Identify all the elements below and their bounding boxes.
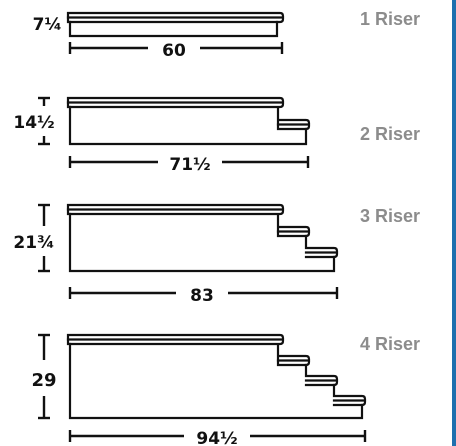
riser-2-height-dimension <box>38 96 50 146</box>
riser-3-label: 3 Riser <box>360 206 420 226</box>
riser-4-label: 4 Riser <box>360 334 420 354</box>
riser-3-width-label: 83 <box>190 286 214 306</box>
riser-1-profile <box>66 11 285 38</box>
riser-3-profile <box>66 203 339 273</box>
riser-1-label: 1 Riser <box>360 9 420 29</box>
riser-2-profile <box>66 96 311 146</box>
riser-2-width-label: 71½ <box>169 155 210 175</box>
riser-4-width-label: 94½ <box>196 429 237 446</box>
riser-1-figure: 1 Riser 7¼ 60 <box>33 9 420 61</box>
riser-4-height-dimension <box>38 333 50 420</box>
riser-1-width-dimension <box>68 42 284 54</box>
riser-4-width-dimension <box>68 430 367 442</box>
riser-3-width-dimension <box>68 287 339 299</box>
riser-1-height-label: 7¼ <box>33 15 62 35</box>
riser-3-height-label: 21¾ <box>13 233 54 253</box>
riser-1-width-label: 60 <box>162 41 186 61</box>
riser-3-height-dimension <box>38 203 50 273</box>
riser-2-height-label: 14½ <box>13 113 54 133</box>
riser-2-label: 2 Riser <box>360 124 420 144</box>
riser-4-height-label: 29 <box>31 370 56 391</box>
right-border-accent <box>452 0 456 446</box>
riser-2-width-dimension <box>68 156 310 168</box>
riser-4-profile <box>66 333 367 420</box>
